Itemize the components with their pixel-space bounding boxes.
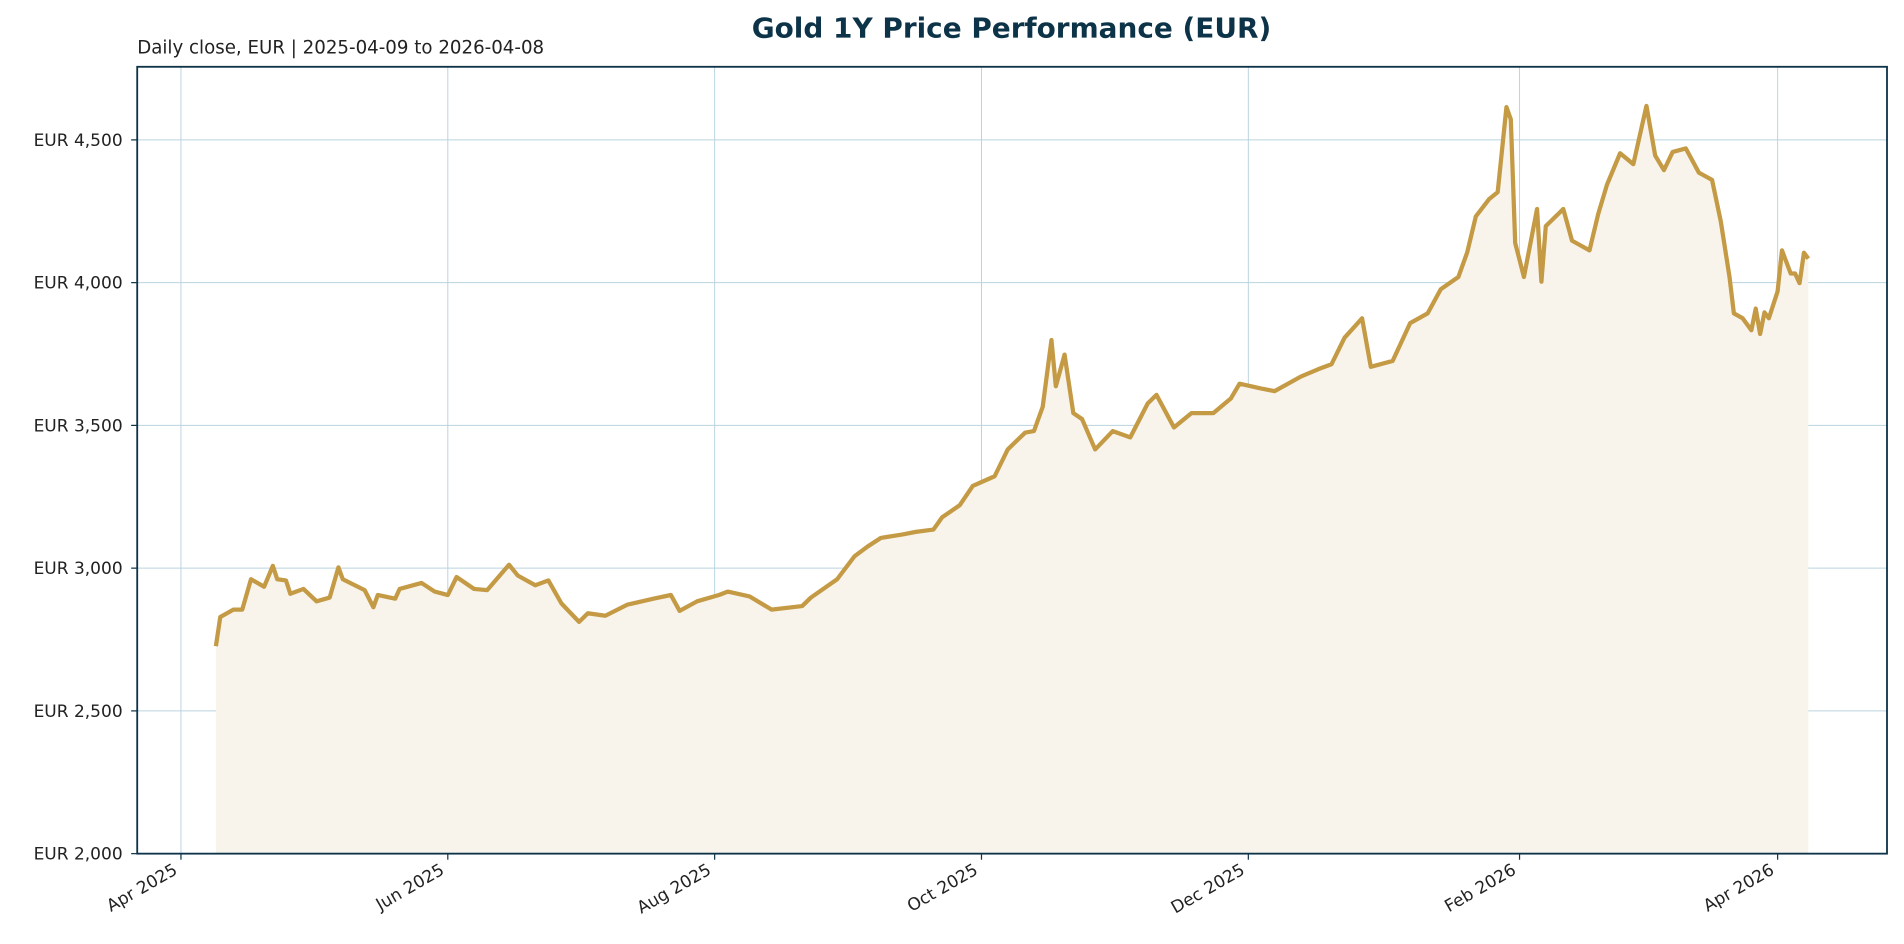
- price-line: [213, 103, 1811, 647]
- y-tick-label: EUR 2,000: [34, 845, 123, 865]
- chart-title: Gold 1Y Price Performance (EUR): [752, 12, 1272, 45]
- plot-frame: [136, 65, 1888, 855]
- x-tick-label: Apr 2025: [103, 860, 181, 916]
- area: [215, 105, 1809, 854]
- x-tick-label: Dec 2025: [1168, 860, 1249, 918]
- x-tick-label: Oct 2025: [904, 860, 982, 916]
- y-tick-label: EUR 3,000: [34, 559, 123, 579]
- y-tick-label: EUR 4,500: [34, 131, 123, 151]
- y-tick-label: EUR 2,500: [34, 702, 123, 722]
- x-tick-label: Apr 2026: [1700, 860, 1778, 916]
- x-tick-label: Jun 2025: [372, 860, 448, 915]
- y-tick-label: EUR 3,500: [34, 416, 123, 436]
- y-tick-label: EUR 4,000: [34, 274, 123, 294]
- x-tick-label: Aug 2025: [634, 860, 715, 918]
- x-tick-label: Feb 2026: [1441, 860, 1519, 917]
- chart-subtitle: Daily close, EUR | 2025-04-09 to 2026-04…: [137, 37, 544, 58]
